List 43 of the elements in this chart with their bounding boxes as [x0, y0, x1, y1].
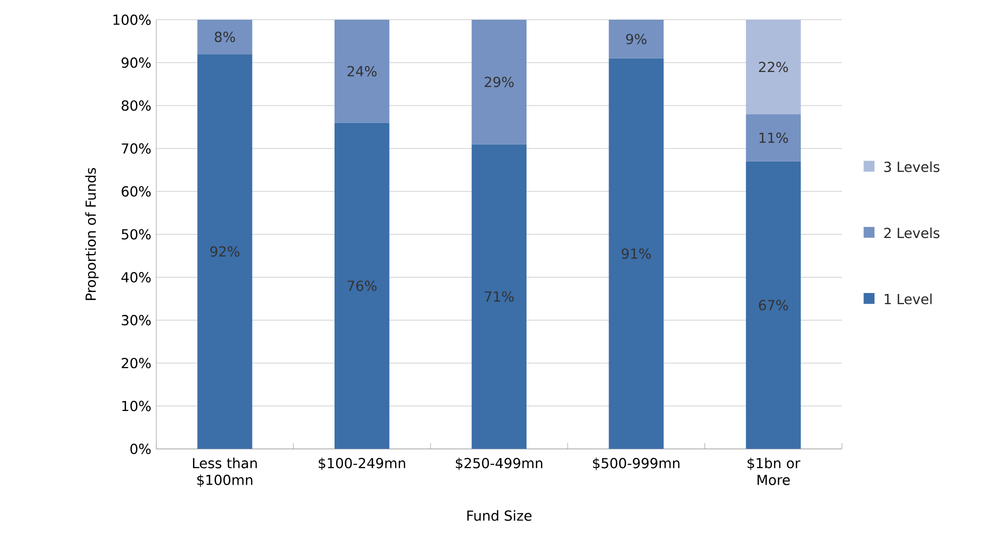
y-tick-label: 30% [122, 314, 151, 326]
y-tick-label: 60% [122, 186, 151, 196]
data-label: 91% [622, 248, 651, 259]
y-tick-label: 40% [121, 272, 151, 282]
legend-label: 1 Level [884, 293, 932, 304]
x-axis-title: Fund Size [467, 510, 532, 521]
bar [608, 58, 664, 449]
data-label: 9% [626, 34, 646, 44]
x-tick-label: Less than $100mn [193, 457, 257, 487]
data-label: 24% [348, 66, 377, 76]
y-tick-label: 100% [113, 14, 151, 25]
y-axis-title: Proportion of Funds [85, 168, 99, 300]
data-label: 8% [214, 31, 235, 42]
bar [334, 122, 390, 449]
y-tick-label: 0% [130, 443, 151, 454]
bar [197, 20, 252, 54]
bar [746, 161, 801, 449]
x-tick-label: $250-499mn [456, 457, 542, 470]
data-label: 29% [484, 76, 514, 87]
bar [197, 54, 252, 449]
y-tick-label: 50% [122, 228, 151, 240]
y-tick-label: 90% [122, 57, 151, 68]
bar [334, 20, 390, 123]
y-tick-label: 70% [122, 143, 151, 154]
bar [746, 20, 801, 114]
data-label: 92% [210, 246, 240, 257]
data-label: 11% [760, 132, 788, 143]
bar [608, 20, 664, 58]
x-tick-label: $100-249mn [318, 457, 406, 470]
x-tick-label: $1bn or More [748, 457, 800, 485]
x-tick-label: $500-999mn [593, 457, 680, 470]
legend-label: 2 Levels [884, 227, 940, 238]
y-tick-label: 20% [122, 358, 151, 368]
y-tick-label: 80% [122, 100, 151, 111]
bar [472, 144, 527, 449]
data-label: 22% [759, 62, 788, 72]
bar [746, 114, 801, 162]
data-label: 71% [484, 291, 514, 302]
data-label: 76% [348, 280, 377, 291]
y-tick-label: 10% [122, 400, 151, 412]
legend-label: 3 Levels [884, 161, 940, 172]
bar [472, 20, 527, 144]
data-label: 67% [758, 300, 788, 310]
